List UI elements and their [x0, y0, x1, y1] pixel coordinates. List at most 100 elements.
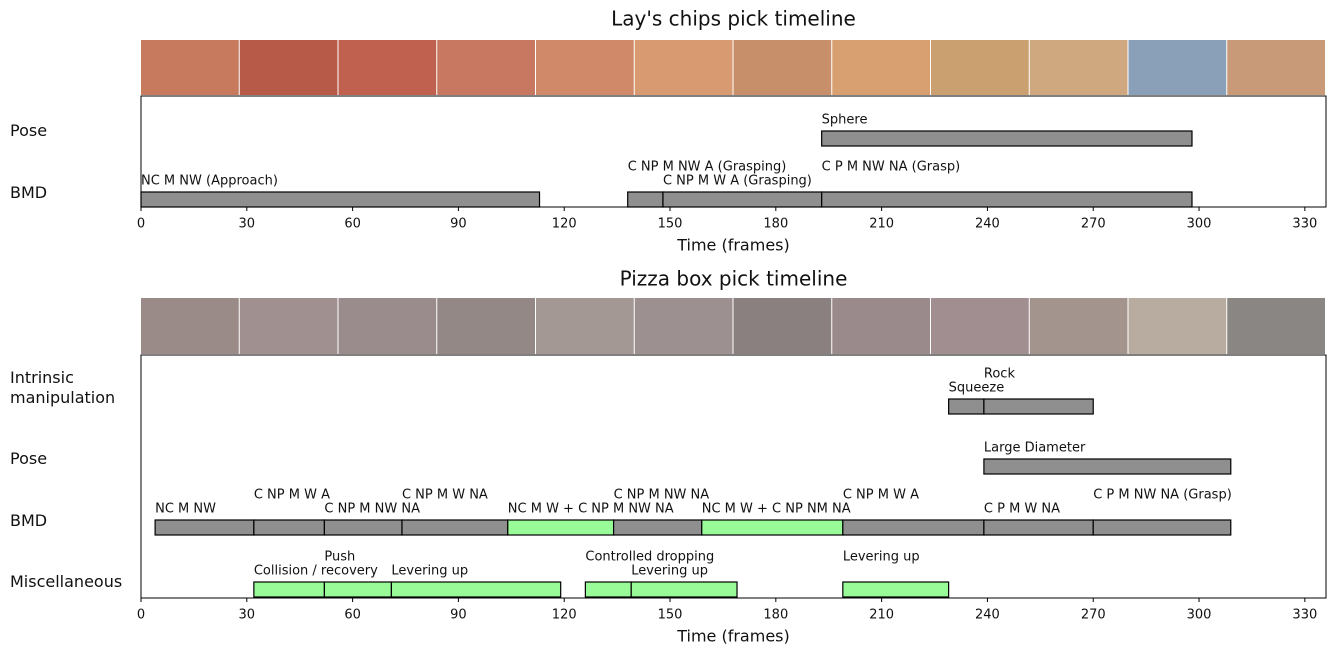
segment-label: Large Diameter: [984, 441, 1086, 456]
x-tick-label: 180: [763, 608, 788, 623]
frame-thumbnail: [339, 40, 437, 95]
timeline-segment: [702, 520, 843, 535]
x-tick-label: 120: [552, 608, 577, 623]
page: Lay's chips pick timeline 0 30 60 90 120 150 18…: [0, 0, 1330, 648]
segment-label: NC M NW: [155, 502, 216, 517]
x-tick-label: 30: [239, 217, 256, 232]
segment-label: C P M NW NA (Grasp): [822, 160, 961, 175]
frame-thumbnail: [1227, 298, 1325, 354]
x-tick-label: 300: [1187, 217, 1212, 232]
frame-thumbnail: [832, 298, 930, 354]
timeline-segment: [843, 582, 949, 597]
row-label: Miscellaneous: [10, 572, 122, 592]
x-tick-label: 300: [1187, 608, 1212, 623]
timeline-segment: [254, 582, 325, 597]
segment-label: C NP M NW A (Grasping): [628, 160, 787, 175]
row-label: Pose: [10, 449, 47, 469]
timeline-segment: [663, 192, 822, 207]
timeline-segment: [391, 582, 560, 597]
timeline-segment: [984, 520, 1093, 535]
x-tick-label: 270: [1081, 608, 1106, 623]
segment-label: Controlled dropping: [585, 550, 714, 565]
frame-thumbnail: [240, 40, 338, 95]
segment-label: Push: [324, 550, 355, 565]
segment-label: C NP M NW NA: [324, 502, 420, 517]
segment-label: C P M W NA: [984, 502, 1060, 517]
timeline-segment: [984, 459, 1231, 474]
row-label: Intrinsic manipulation: [10, 368, 115, 408]
frame-thumbnail: [931, 298, 1029, 354]
timeline-segment: [508, 520, 614, 535]
x-tick-label: 90: [450, 608, 467, 623]
x-tick-label: 330: [1292, 217, 1317, 232]
x-tick-label: 150: [658, 217, 683, 232]
frame-thumbnail: [437, 298, 535, 354]
x-tick-label: 0: [137, 608, 145, 623]
segment-label: Collision / recovery: [254, 564, 378, 579]
timeline-segment: [631, 582, 737, 597]
timeline-segment: [614, 520, 702, 535]
x-tick-label: 240: [975, 608, 1000, 623]
segment-label: Squeeze: [949, 381, 1005, 396]
timeline-segment: [324, 582, 391, 597]
segment-label: C NP M W A: [843, 488, 919, 503]
x-tick-label: 330: [1292, 608, 1317, 623]
x-tick-label: 60: [344, 217, 361, 232]
frame-thumbnail: [635, 298, 733, 354]
frame-thumbnail: [1129, 298, 1227, 354]
timeline-segment: [628, 192, 663, 207]
timeline-segment: [254, 520, 325, 535]
x-tick-label: 150: [658, 608, 683, 623]
segment-label: C P M NW NA (Grasp): [1093, 488, 1232, 503]
frame-thumbnail: [240, 298, 338, 354]
segment-label: Levering up: [391, 564, 468, 579]
timeline-segment: [155, 520, 254, 535]
x-tick-label: 270: [1081, 217, 1106, 232]
row-label: BMD: [10, 183, 47, 203]
frame-thumbnail: [1030, 298, 1128, 354]
chart-title: Lay's chips pick timeline: [611, 7, 856, 31]
segment-label: Sphere: [822, 113, 868, 128]
timeline-segment: [324, 520, 402, 535]
timeline-segment: [402, 520, 508, 535]
frame-thumbnail: [1227, 40, 1325, 95]
segment-label: Rock: [984, 367, 1016, 382]
frame-thumbnail: [931, 40, 1029, 95]
x-axis-label: Time (frames): [676, 236, 790, 255]
segment-label: Levering up: [631, 564, 708, 579]
frame-thumbnail: [832, 40, 930, 95]
timeline-segment: [822, 192, 1192, 207]
x-tick-label: 180: [763, 217, 788, 232]
segment-label: NC M W + C NP NM NA: [702, 502, 851, 517]
frame-thumbnail: [536, 298, 634, 354]
plot-frame: [141, 96, 1326, 207]
frame-thumbnail: [437, 40, 535, 95]
segment-label: C NP M W A (Grasping): [663, 174, 812, 189]
timeline-segment: [949, 399, 984, 414]
row-label: BMD: [10, 511, 47, 531]
x-tick-label: 0: [137, 217, 145, 232]
timeline-segment: [141, 192, 540, 207]
timeline-segment: [822, 131, 1192, 146]
frame-thumbnail: [1129, 40, 1227, 95]
segment-label: NC M NW (Approach): [141, 174, 278, 189]
plot-frame: [141, 355, 1326, 598]
x-tick-label: 60: [344, 608, 361, 623]
frame-thumbnail: [141, 298, 239, 354]
timeline-segment: [585, 582, 631, 597]
x-tick-label: 30: [239, 608, 256, 623]
chart-title: Pizza box pick timeline: [620, 267, 848, 291]
frame-thumbnail: [339, 298, 437, 354]
segment-label: Levering up: [843, 550, 920, 565]
timeline-segment: [843, 520, 984, 535]
x-tick-label: 90: [450, 217, 467, 232]
x-axis-label: Time (frames): [676, 627, 790, 646]
segment-label: C NP M W NA: [402, 488, 488, 503]
frame-thumbnail: [734, 298, 832, 354]
frame-thumbnail: [141, 40, 239, 95]
timeline-segment: [984, 399, 1093, 414]
segment-label: C NP M W A: [254, 488, 330, 503]
segment-label: C NP M NW NA: [614, 488, 710, 503]
frame-thumbnail: [734, 40, 832, 95]
frame-thumbnail: [635, 40, 733, 95]
